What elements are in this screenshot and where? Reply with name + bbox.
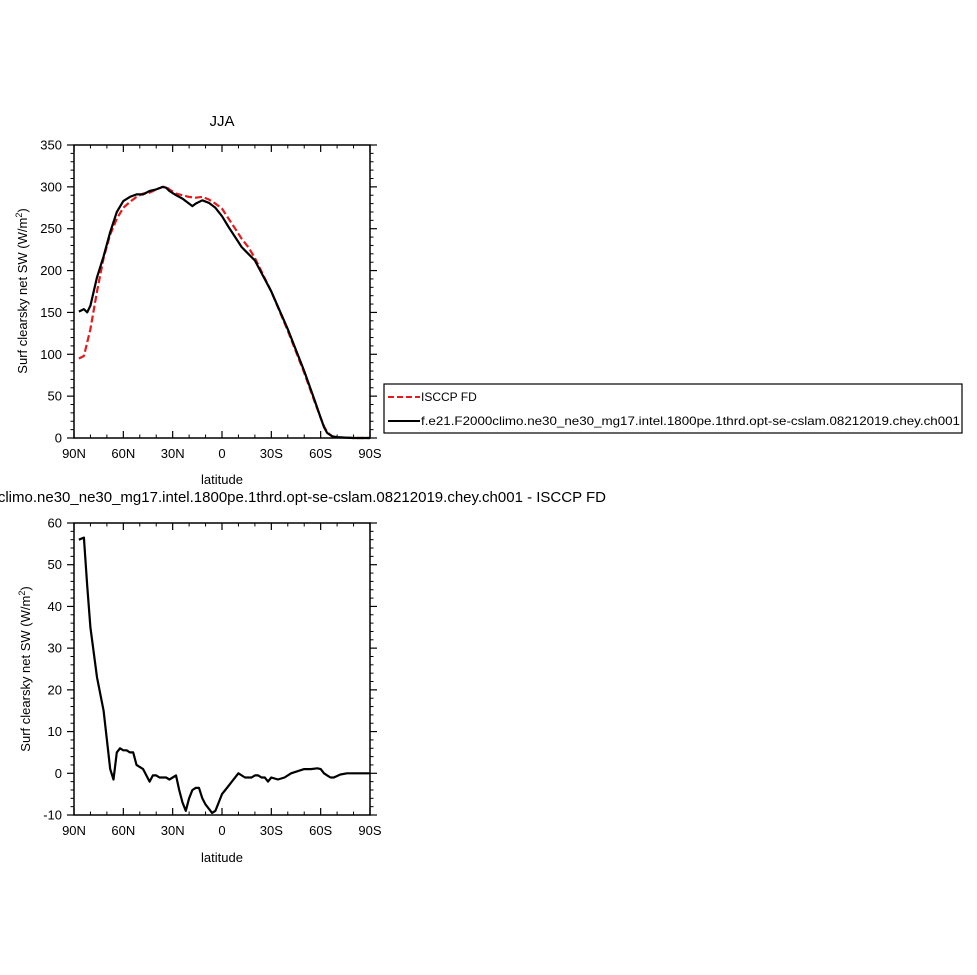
- top-y-axis-label-tail: ): [15, 208, 30, 212]
- top-y-axis-label-sup: 2: [14, 213, 24, 218]
- bottom-series-lines: [78, 536, 370, 815]
- top-y-axis-label: Surf clearsky net SW (W/m2): [14, 208, 30, 373]
- bottom-y-tick-label: 10: [48, 724, 62, 739]
- top-y-tick-label: 350: [40, 138, 62, 153]
- bottom-x-tick-label: 0: [218, 823, 225, 838]
- bottom-y-axis-label-main: Surf clearsky net SW (W/m: [18, 596, 33, 752]
- bottom-x-tick-label: 60N: [111, 823, 135, 838]
- top-x-tick-labels: 90N 60N 30N 0 30S 60S 90S: [62, 446, 382, 461]
- top-x-tick-label: 60N: [111, 446, 135, 461]
- bottom-chart-title: f.e21.F2000climo.ne30_ne30_mg17.intel.18…: [0, 489, 606, 506]
- top-axis-ticks: [67, 144, 377, 439]
- bottom-x-tick-label: 90N: [62, 823, 86, 838]
- bottom-x-tick-label: 90S: [358, 823, 381, 838]
- bottom-x-tick-label: 30N: [161, 823, 185, 838]
- top-y-tick-label: 150: [40, 305, 62, 320]
- top-y-tick-labels: 0 50 100 150 200 250 300 350: [40, 138, 62, 446]
- bottom-series-line-0: [78, 536, 370, 815]
- top-y-tick-label: 100: [40, 347, 62, 362]
- top-y-tick-label: 200: [40, 263, 62, 278]
- top-y-tick-label: 300: [40, 179, 62, 194]
- legend-box: [383, 383, 963, 434]
- bottom-y-tick-labels: -10 0 10 20 30 40 50 60: [43, 516, 62, 823]
- bottom-y-axis-label-sup: 2: [17, 591, 27, 596]
- legend-label-model: f.e21.F2000climo.ne30_ne30_mg17.intel.18…: [421, 414, 960, 428]
- top-x-tick-label: 0: [218, 446, 225, 461]
- top-y-tick-label: 250: [40, 221, 62, 236]
- bottom-x-tick-label: 30S: [260, 823, 283, 838]
- top-series-line-1: [78, 185, 370, 440]
- bottom-x-axis-label: latitude: [201, 850, 243, 865]
- bottom-y-tick-label: 40: [48, 599, 62, 614]
- top-x-axis-label: latitude: [201, 472, 243, 487]
- legend-label-isccp: ISCCP FD: [421, 390, 477, 404]
- top-series-line-0: [78, 185, 370, 440]
- bottom-y-tick-label: 20: [48, 682, 62, 697]
- bottom-y-tick-label: 30: [48, 641, 62, 656]
- bottom-y-axis-label: Surf clearsky net SW (W/m2): [17, 586, 33, 751]
- top-series-lines: [78, 185, 370, 440]
- top-y-tick-label: 0: [55, 431, 62, 446]
- top-x-tick-label: 30S: [260, 446, 283, 461]
- top-x-tick-label: 90N: [62, 446, 86, 461]
- bottom-y-tick-label: -10: [43, 808, 62, 823]
- bottom-y-axis-label-tail: ): [18, 586, 33, 590]
- bottom-y-tick-label: 0: [55, 766, 62, 781]
- bottom-x-tick-label: 60S: [309, 823, 332, 838]
- top-x-tick-label: 30N: [161, 446, 185, 461]
- bottom-axis-ticks: [67, 522, 377, 816]
- top-x-tick-label: 60S: [309, 446, 332, 461]
- bottom-panel: f.e21.F2000climo.ne30_ne30_mg17.intel.18…: [0, 489, 606, 865]
- top-plot-frame: [73, 144, 371, 439]
- legend: ISCCP FD f.e21.F2000climo.ne30_ne30_mg17…: [383, 383, 963, 434]
- bottom-plot-frame: [73, 522, 371, 816]
- top-panel: JJA 90N 60N 30N 0 30S 60S 90S 0 50 100 150 200 250 3…: [14, 113, 382, 487]
- bottom-y-tick-label: 60: [48, 516, 62, 531]
- top-x-tick-label: 90S: [358, 446, 381, 461]
- bottom-x-tick-labels: 90N 60N 30N 0 30S 60S 90S: [62, 823, 382, 838]
- bottom-y-tick-label: 50: [48, 557, 62, 572]
- top-chart-title: JJA: [209, 113, 234, 130]
- top-y-axis-label-main: Surf clearsky net SW (W/m: [15, 218, 30, 374]
- top-y-tick-label: 50: [48, 389, 62, 404]
